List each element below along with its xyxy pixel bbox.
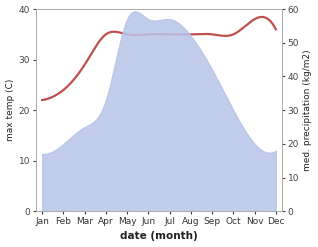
Y-axis label: med. precipitation (kg/m2): med. precipitation (kg/m2)	[303, 49, 313, 171]
X-axis label: date (month): date (month)	[120, 231, 198, 242]
Y-axis label: max temp (C): max temp (C)	[5, 79, 15, 141]
